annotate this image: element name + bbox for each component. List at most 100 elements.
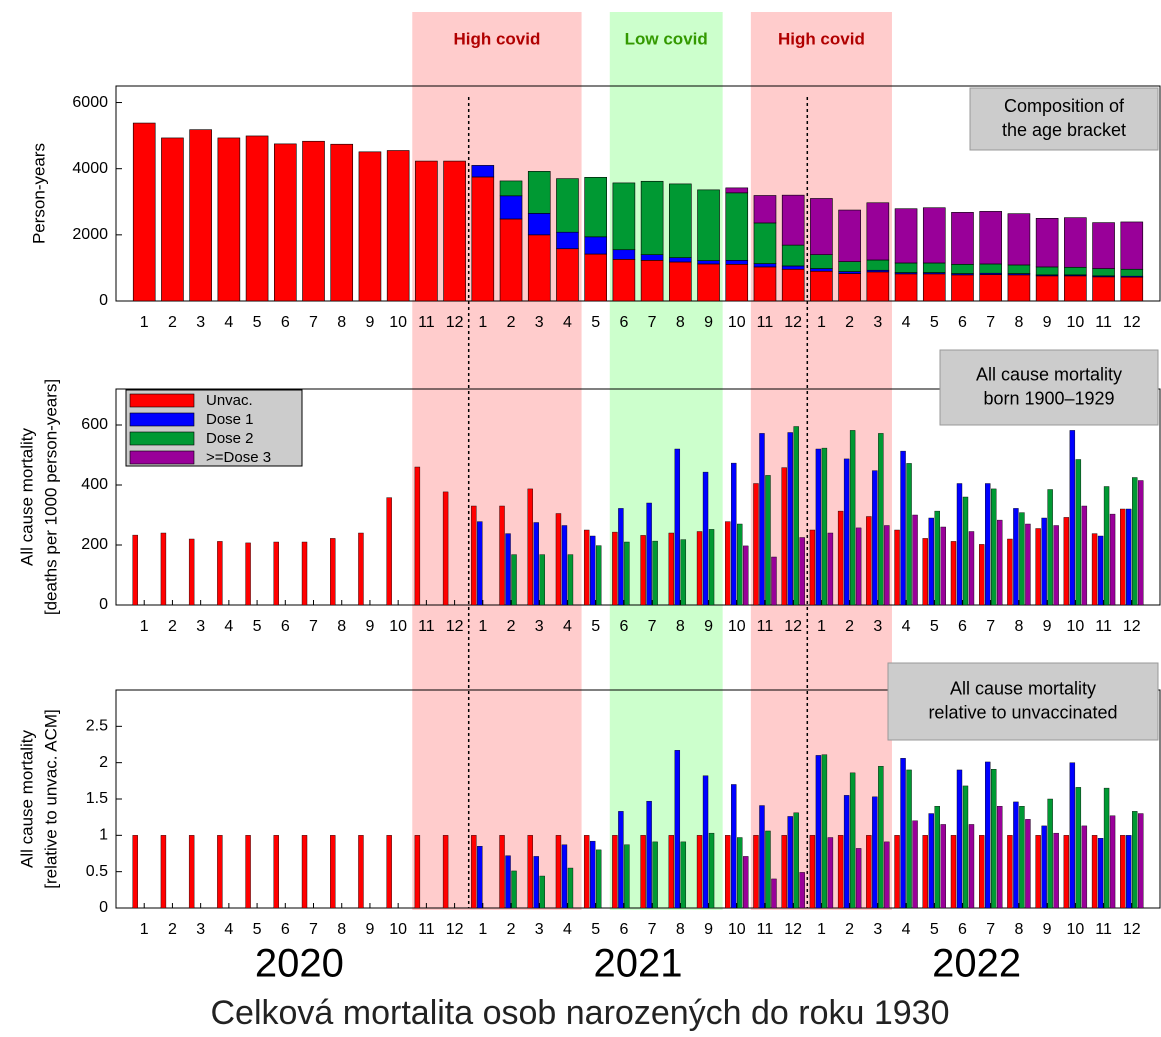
x-tick-label: 10 — [389, 921, 407, 938]
bar-segment — [866, 271, 890, 302]
bar — [499, 835, 505, 909]
bar — [539, 554, 545, 606]
bar-segment — [1035, 218, 1059, 268]
bar — [477, 846, 483, 909]
year-label: 2020 — [255, 942, 344, 986]
x-tick-label: 3 — [873, 921, 882, 938]
x-tick-label: 12 — [784, 314, 802, 331]
bar-segment — [810, 268, 833, 272]
bar-segment — [979, 211, 1003, 265]
bar — [759, 433, 765, 606]
bar — [1081, 505, 1088, 606]
bar — [555, 835, 562, 909]
x-tick-label: 6 — [619, 618, 628, 635]
x-tick-label: 9 — [365, 618, 374, 635]
bar — [595, 849, 602, 909]
bar — [668, 532, 675, 606]
bar — [539, 875, 545, 909]
x-tick-label: 1 — [140, 921, 149, 938]
bar — [217, 541, 223, 606]
bar — [912, 820, 918, 909]
x-tick-label: 5 — [253, 921, 262, 938]
x-tick-label: 2 — [845, 314, 854, 331]
bar — [1091, 533, 1098, 606]
bar-segment — [245, 135, 269, 302]
annotation-box — [939, 349, 1159, 426]
bar-segment — [556, 178, 579, 233]
bar — [188, 835, 195, 909]
bar — [527, 488, 533, 606]
bar-segment — [725, 187, 749, 194]
bar — [624, 541, 630, 606]
x-tick-label: 9 — [704, 921, 713, 938]
bar-segment — [781, 265, 805, 270]
x-tick-label: 1 — [817, 314, 826, 331]
bar — [827, 837, 834, 909]
bar — [414, 835, 421, 909]
bar-segment — [979, 274, 1003, 302]
bar — [962, 785, 969, 909]
bar — [1035, 835, 1041, 909]
bar — [1013, 801, 1019, 909]
bar — [301, 541, 308, 606]
bar — [618, 811, 624, 909]
bar — [849, 772, 856, 909]
bar-segment — [471, 165, 495, 178]
bar — [906, 463, 912, 606]
bar-segment — [810, 270, 833, 302]
x-tick-label: 5 — [930, 618, 939, 635]
bar — [1126, 508, 1132, 606]
bar — [809, 529, 816, 606]
bar — [1103, 787, 1110, 909]
bar — [934, 510, 940, 606]
x-tick-label: 7 — [986, 921, 995, 938]
bar — [245, 835, 251, 909]
bar-segment — [415, 160, 438, 302]
y-axis-label: [relative to unvac. ACM] — [41, 709, 60, 889]
bar — [821, 754, 828, 909]
bar — [934, 806, 940, 909]
x-tick-label: 10 — [1066, 314, 1084, 331]
bar — [330, 538, 336, 606]
x-tick-label: 10 — [1066, 618, 1084, 635]
x-tick-label: 8 — [1014, 921, 1023, 938]
x-tick-label: 12 — [446, 314, 464, 331]
bar — [708, 832, 715, 909]
bar — [1013, 508, 1019, 606]
bar — [1007, 835, 1013, 909]
bar-segment — [132, 122, 156, 302]
bar — [1063, 835, 1070, 909]
bar — [1053, 832, 1059, 909]
bar — [511, 554, 517, 606]
bar — [940, 526, 946, 606]
bar — [743, 545, 749, 606]
bar — [1069, 430, 1076, 606]
bar-segment — [1092, 222, 1115, 269]
legend-swatch — [129, 431, 195, 446]
x-tick-label: 7 — [309, 618, 318, 635]
bar — [330, 835, 336, 909]
x-tick-label: 6 — [958, 314, 967, 331]
bar — [884, 841, 890, 909]
x-tick-label: 11 — [1095, 314, 1112, 331]
bar-segment — [1007, 213, 1031, 266]
bar — [753, 835, 759, 909]
bar-segment — [781, 194, 805, 246]
bar — [680, 539, 687, 606]
bar-segment — [669, 257, 692, 263]
x-tick-label: 2 — [168, 618, 177, 635]
x-tick-label: 11 — [1095, 618, 1112, 635]
x-tick-label: 5 — [253, 314, 262, 331]
bar-segment — [358, 151, 382, 302]
x-tick-label: 8 — [1014, 314, 1023, 331]
x-tick-label: 4 — [563, 314, 572, 331]
x-tick-label: 11 — [757, 618, 774, 635]
bar — [878, 433, 884, 606]
bar — [837, 510, 844, 606]
x-tick-label: 7 — [648, 314, 657, 331]
x-tick-label: 5 — [930, 314, 939, 331]
bar — [674, 448, 681, 606]
x-tick-label: 10 — [1066, 921, 1084, 938]
y-tick-label: 2.5 — [86, 718, 108, 735]
x-tick-label: 8 — [337, 618, 346, 635]
